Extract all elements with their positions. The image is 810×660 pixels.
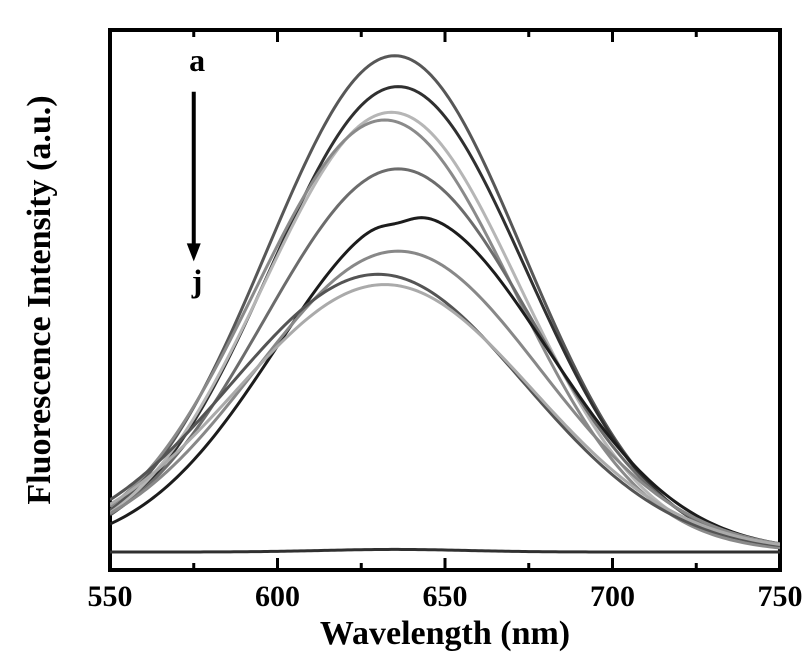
xtick-label: 750 (758, 580, 803, 613)
xtick-label: 700 (590, 580, 635, 613)
chart-svg: 550 600 650 700 750 Wavelength (nm) Fluorescen… (0, 0, 810, 660)
xtick-label: 600 (255, 580, 300, 613)
xtick-label: 650 (423, 580, 468, 613)
annotation-label-j: j (191, 263, 203, 299)
xtick-label: 550 (88, 580, 133, 613)
fluorescence-spectra-chart: 550 600 650 700 750 Wavelength (nm) Fluorescen… (0, 0, 810, 660)
x-axis-label: Wavelength (nm) (320, 615, 570, 652)
y-axis-label: Fluorescence Intensity (a.u.) (21, 95, 58, 504)
annotation-label-a: a (189, 42, 205, 78)
